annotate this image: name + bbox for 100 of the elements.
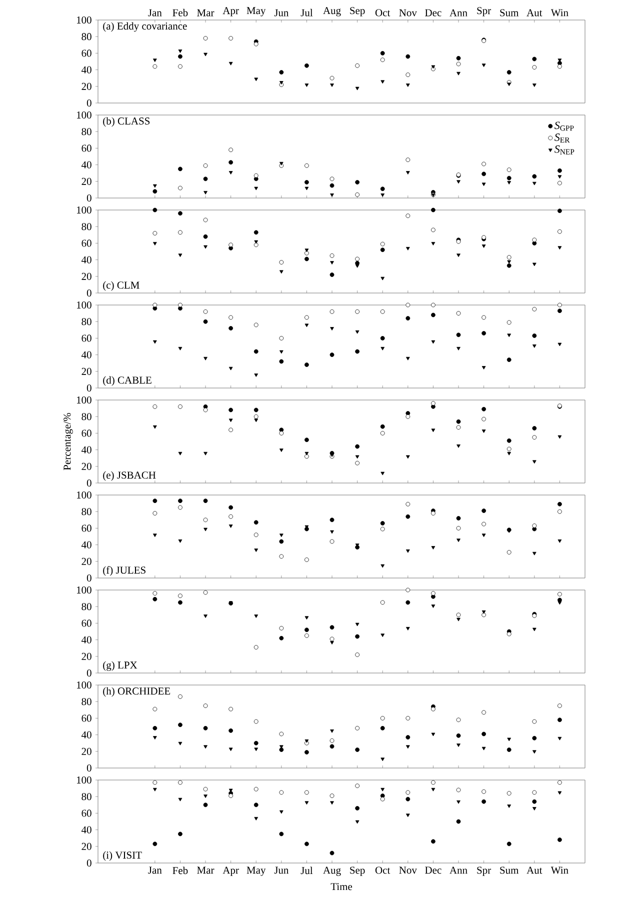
x-tick-label: Oct [375,866,390,874]
x-tick-label: Mar [197,866,214,874]
x-tick-label: Oct [375,9,390,16]
x-tick-label: Dec [425,9,442,16]
text: (g) LPX [103,661,138,671]
y-tick-label: 100 [76,111,92,119]
y-tick-label: 80 [82,128,92,136]
y-tick-label: 0 [86,859,92,867]
x-tick-label: Ann [450,9,468,16]
legend-label: S$_{NEP}$ [554,145,574,154]
x-tick-label: Spr [477,866,492,876]
y-tick-label: 100 [76,301,92,309]
x-tick-label: Sum [500,866,519,874]
y-tick-label: 0 [86,764,92,772]
x-axis-title: Time [330,883,352,890]
y-tick-label: 60 [82,524,92,532]
y-tick-label: 100 [76,776,92,784]
x-tick-label: Nov [399,9,417,16]
y-tick-label: 60 [82,240,92,247]
y-tick-label: 60 [82,144,92,152]
y-tick-label: 100 [76,586,92,594]
x-tick-label: Sum [500,9,519,16]
x-tick-label: Nov [399,866,417,874]
x-tick-label: Jan [148,866,162,874]
y-tick-label: 80 [82,318,92,326]
y-tick-label: 20 [82,368,92,375]
chart-title: (a) Eddy covariance [103,22,187,32]
y-tick-label: 0 [86,669,92,677]
y-tick-label: 40 [82,826,92,834]
x-tick-label: Win [550,9,568,16]
y-tick-label: 60 [82,334,92,342]
y-tick-label: 80 [82,413,92,420]
y-tick-label: 40 [82,161,92,168]
y-tick-label: 100 [76,16,92,24]
x-tick-label: Sep [350,7,365,16]
y-tick-label: 100 [76,681,92,689]
y-tick-label: 40 [82,636,92,644]
x-tick-label: Apr [222,7,239,16]
chart-title: (b) CLASS [103,117,150,127]
y-tick-label: 80 [82,508,92,516]
y-tick-label: 40 [82,66,92,74]
y-tick-label: 20 [82,652,92,660]
x-tick-label: Aut [526,866,542,874]
x-tick-label: Aut [526,9,542,16]
x-tick-label: Mar [197,9,214,16]
y-tick-label: 40 [82,351,92,358]
y-tick-label: 60 [82,810,92,817]
y-tick-label: 20 [82,272,92,280]
y-tick-label: 0 [86,479,92,487]
y-axis-title: Percentage/% [64,413,73,470]
y-tick-label: 0 [86,194,92,202]
y-tick-label: 60 [82,714,92,722]
y-tick-label: 20 [82,842,92,850]
x-tick-label: Spr [477,7,492,16]
x-tick-label: Apr [222,866,239,876]
x-tick-label: Feb [172,866,188,874]
text: (c) CLM [103,281,140,291]
x-tick-label: Dec [425,866,442,874]
y-tick-label: 20 [82,82,92,90]
x-tick-label: Jul [300,866,313,874]
legend-label: S$_{ER}$ [554,134,570,142]
y-tick-label: 20 [82,178,92,185]
y-tick-label: 0 [86,384,92,392]
x-tick-label: Aug [323,866,341,876]
y-tick-label: 80 [82,223,92,230]
y-tick-label: 80 [82,33,92,40]
y-tick-label: 20 [82,558,92,565]
y-tick-label: 100 [76,206,92,214]
y-tick-label: 80 [82,603,92,610]
y-tick-label: 40 [82,731,92,738]
legend-label: S$_{GPP}$ [554,122,574,131]
chart-title: (h) ORCHIDEE [103,687,170,697]
x-tick-label: Jul [300,8,313,16]
y-tick-label: 20 [82,748,92,755]
y-tick-label: 40 [82,256,92,264]
text: (f) JULES [103,566,146,576]
x-tick-label: Jun [274,9,289,16]
y-tick-label: 40 [82,446,92,454]
x-tick-label: May [246,866,266,876]
text: (i) VISIT [103,851,142,861]
x-tick-label: Aug [323,7,341,16]
y-tick-label: 60 [82,620,92,627]
x-tick-label: Feb [172,8,188,16]
x-tick-label: Win [550,866,568,874]
y-tick-label: 20 [82,462,92,470]
y-tick-label: 100 [76,491,92,499]
y-tick-label: 60 [82,50,92,57]
y-tick-label: 40 [82,541,92,548]
y-tick-label: 0 [86,99,92,107]
x-tick-label: May [246,7,266,16]
y-tick-label: 0 [86,289,92,297]
x-tick-label: Ann [450,866,468,874]
text: (e) JSBACH [103,471,156,481]
y-tick-label: 60 [82,430,92,437]
y-tick-label: 80 [82,698,92,706]
text: (d) CABLE [103,376,152,386]
y-tick-label: 0 [86,574,92,582]
x-tick-label: Jun [274,866,289,874]
x-tick-label: Jan [148,9,162,16]
x-tick-label: Sep [350,866,365,876]
